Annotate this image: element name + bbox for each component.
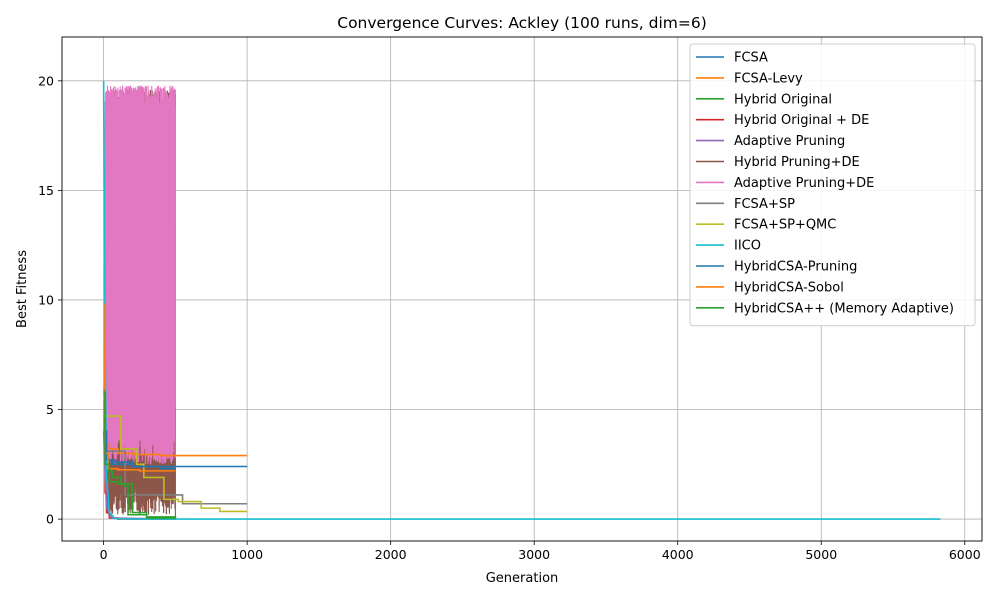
legend-entry: Adaptive Pruning (734, 134, 845, 149)
x-axis-label: Generation (486, 571, 559, 586)
series-line-iico (102, 80, 941, 520)
y-tick-label: 20 (38, 73, 54, 88)
x-tick-label: 0 (100, 547, 108, 562)
x-tick-label: 6000 (949, 547, 981, 562)
y-tick-label: 5 (46, 402, 54, 417)
legend-entry: IICO (734, 239, 761, 254)
legend-entry: FCSA+SP+QMC (734, 218, 836, 233)
legend-entry: Hybrid Pruning+DE (734, 155, 860, 170)
legend-entry: FCSA (734, 51, 768, 66)
series-line-hybridcsa-memory-adaptive- (103, 391, 177, 520)
legend-entry: HybridCSA++ (Memory Adaptive) (734, 301, 954, 316)
legend-entry: Hybrid Original + DE (734, 113, 869, 128)
legend-entry: Adaptive Pruning+DE (734, 176, 874, 191)
legend-entry: FCSA-Levy (734, 71, 803, 86)
plot-frame (61, 36, 983, 542)
legend-entry: HybridCSA-Pruning (734, 260, 857, 275)
y-axis-label: Best Fitness (15, 250, 30, 328)
x-tick-label: 2000 (375, 547, 407, 562)
series-line-hybridcsa-pruning (103, 430, 176, 470)
y-tick-label: 15 (38, 183, 54, 198)
x-tick-label: 3000 (518, 547, 550, 562)
axis-ticks: 0 1000 2000 3000 4000 5000 6000 0 5 10 15 20 (38, 73, 981, 562)
y-tick-label: 10 (38, 292, 54, 307)
series-layer (102, 80, 941, 520)
series-line-fcsa-sp-qmc (103, 397, 248, 513)
x-tick-label: 5000 (805, 547, 837, 562)
x-tick-label: 1000 (231, 547, 263, 562)
legend-entry: FCSA+SP (734, 197, 795, 212)
series-line-adaptive-pruning-de (104, 85, 176, 465)
x-tick-label: 4000 (662, 547, 694, 562)
legend-entry: Hybrid Original (734, 92, 832, 107)
chart-title: Convergence Curves: Ackley (100 runs, di… (337, 14, 707, 32)
legend-entry: HybridCSA-Sobol (734, 280, 844, 295)
series-line-hybridcsa-sobol (103, 303, 176, 472)
y-tick-label: 0 (46, 512, 54, 527)
legend: FCSA FCSA-Levy Hybrid Original Hybrid Origi… (689, 43, 976, 327)
legend-box (689, 43, 976, 327)
